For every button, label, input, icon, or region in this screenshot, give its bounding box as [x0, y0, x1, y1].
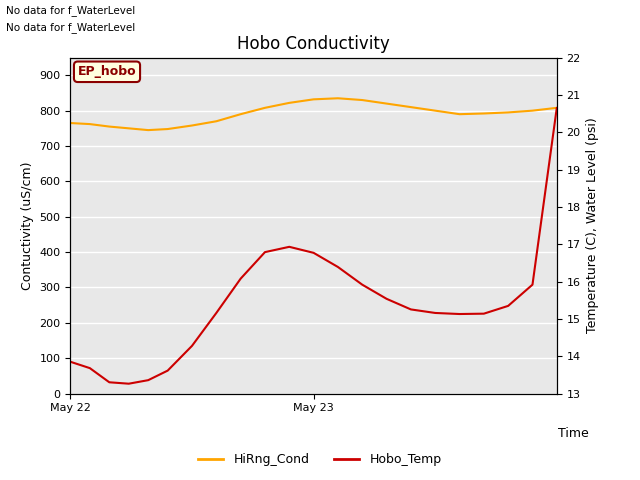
- Text: No data for f_WaterLevel: No data for f_WaterLevel: [6, 22, 136, 33]
- Legend: HiRng_Cond, Hobo_Temp: HiRng_Cond, Hobo_Temp: [193, 448, 447, 471]
- Text: Time: Time: [558, 427, 589, 440]
- Title: Hobo Conductivity: Hobo Conductivity: [237, 35, 390, 53]
- Y-axis label: Temperature (C), Water Level (psi): Temperature (C), Water Level (psi): [586, 118, 599, 334]
- Text: EP_hobo: EP_hobo: [77, 65, 136, 78]
- Text: No data for f_WaterLevel: No data for f_WaterLevel: [6, 5, 136, 16]
- Y-axis label: Contuctivity (uS/cm): Contuctivity (uS/cm): [21, 161, 34, 290]
